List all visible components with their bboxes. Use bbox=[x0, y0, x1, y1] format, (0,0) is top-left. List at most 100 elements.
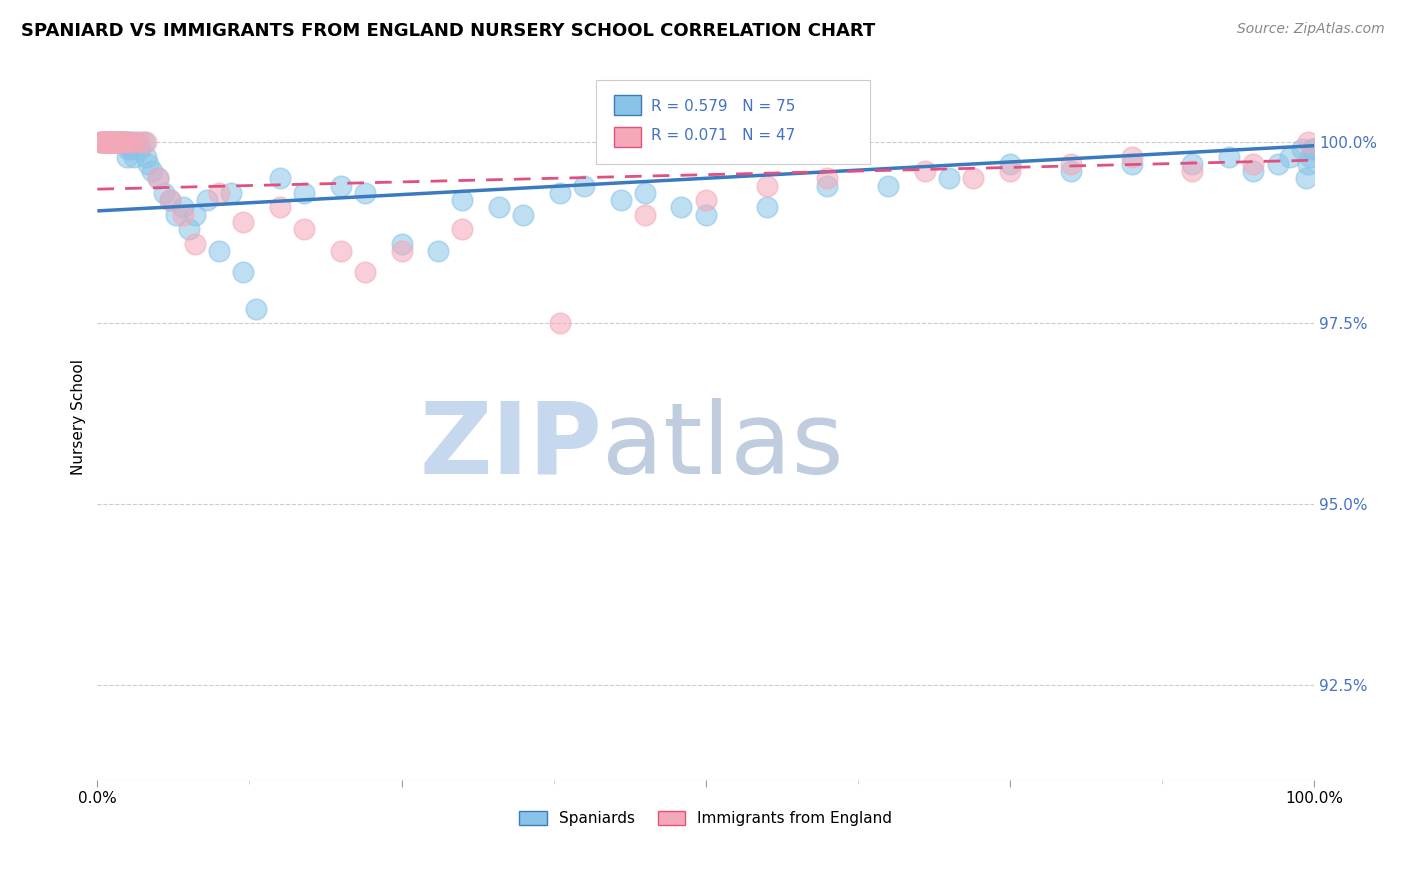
Point bbox=[938, 171, 960, 186]
Point bbox=[117, 135, 139, 149]
Point bbox=[101, 135, 124, 149]
Text: SPANIARD VS IMMIGRANTS FROM ENGLAND NURSERY SCHOOL CORRELATION CHART: SPANIARD VS IMMIGRANTS FROM ENGLAND NURS… bbox=[21, 22, 876, 40]
Point bbox=[91, 135, 114, 149]
Point bbox=[89, 135, 111, 149]
Point bbox=[609, 193, 631, 207]
Point bbox=[1295, 171, 1317, 186]
Point bbox=[94, 135, 117, 149]
Point bbox=[111, 135, 134, 149]
Legend: Spaniards, Immigrants from England: Spaniards, Immigrants from England bbox=[519, 811, 893, 826]
Point bbox=[1241, 164, 1264, 178]
Point bbox=[107, 135, 129, 149]
Point bbox=[103, 135, 125, 149]
Point bbox=[104, 135, 127, 149]
Point bbox=[183, 207, 205, 221]
Point bbox=[488, 200, 510, 214]
Point bbox=[159, 193, 181, 207]
Point bbox=[129, 135, 152, 149]
Point bbox=[548, 316, 571, 330]
Point bbox=[118, 135, 141, 149]
Point bbox=[671, 200, 693, 214]
Point bbox=[148, 171, 170, 186]
Point bbox=[1302, 142, 1324, 156]
Point bbox=[172, 207, 194, 221]
Point bbox=[695, 207, 717, 221]
Point bbox=[90, 135, 112, 149]
Point bbox=[1291, 142, 1313, 156]
Point bbox=[391, 244, 413, 258]
Point bbox=[1241, 157, 1264, 171]
Point bbox=[232, 265, 254, 279]
Point bbox=[1218, 150, 1240, 164]
Point bbox=[172, 200, 194, 214]
Point bbox=[115, 150, 138, 164]
Point bbox=[391, 236, 413, 251]
Point bbox=[97, 135, 120, 149]
Point bbox=[103, 135, 125, 149]
Point bbox=[112, 135, 135, 149]
Point bbox=[877, 178, 900, 193]
Point bbox=[634, 186, 657, 200]
FancyBboxPatch shape bbox=[596, 80, 870, 164]
Point bbox=[183, 236, 205, 251]
Point bbox=[1296, 157, 1319, 171]
Point bbox=[1299, 150, 1322, 164]
Point bbox=[132, 135, 155, 149]
Point bbox=[1278, 150, 1301, 164]
Point bbox=[112, 135, 135, 149]
Point bbox=[755, 178, 778, 193]
Point bbox=[120, 135, 142, 149]
Point bbox=[97, 135, 120, 149]
Point bbox=[148, 171, 170, 186]
Point bbox=[1121, 157, 1143, 171]
Point bbox=[354, 186, 377, 200]
Point bbox=[141, 164, 163, 178]
Point bbox=[100, 135, 122, 149]
Point bbox=[101, 135, 124, 149]
Point bbox=[129, 142, 152, 156]
Point bbox=[329, 178, 352, 193]
Point bbox=[1060, 164, 1083, 178]
Point bbox=[100, 135, 122, 149]
Point bbox=[135, 135, 157, 149]
Point bbox=[104, 135, 127, 149]
Point bbox=[1121, 150, 1143, 164]
Point bbox=[451, 193, 474, 207]
FancyBboxPatch shape bbox=[614, 127, 641, 147]
Point bbox=[105, 135, 128, 149]
Point bbox=[159, 193, 181, 207]
Point bbox=[94, 135, 117, 149]
Point bbox=[138, 157, 160, 171]
Point bbox=[135, 150, 157, 164]
Point bbox=[208, 244, 231, 258]
Point bbox=[122, 150, 145, 164]
Point bbox=[177, 222, 200, 236]
Point bbox=[1181, 157, 1204, 171]
Point bbox=[125, 135, 148, 149]
Text: R = 0.071   N = 47: R = 0.071 N = 47 bbox=[651, 128, 796, 144]
Point bbox=[1301, 142, 1323, 156]
Text: R = 0.579   N = 75: R = 0.579 N = 75 bbox=[651, 99, 796, 114]
Point bbox=[122, 135, 145, 149]
Point bbox=[93, 135, 115, 149]
Point bbox=[329, 244, 352, 258]
Point bbox=[269, 200, 291, 214]
Point bbox=[451, 222, 474, 236]
Point bbox=[292, 222, 315, 236]
Point bbox=[1060, 157, 1083, 171]
Point bbox=[165, 207, 187, 221]
Text: Source: ZipAtlas.com: Source: ZipAtlas.com bbox=[1237, 22, 1385, 37]
Point bbox=[634, 207, 657, 221]
Point bbox=[354, 265, 377, 279]
Point bbox=[107, 135, 129, 149]
Text: ZIP: ZIP bbox=[419, 398, 602, 495]
Point bbox=[998, 164, 1021, 178]
Point bbox=[101, 135, 124, 149]
FancyBboxPatch shape bbox=[614, 95, 641, 115]
Point bbox=[98, 135, 121, 149]
Y-axis label: Nursery School: Nursery School bbox=[72, 359, 86, 475]
Point bbox=[1267, 157, 1289, 171]
Point bbox=[695, 193, 717, 207]
Point bbox=[245, 301, 267, 316]
Point bbox=[998, 157, 1021, 171]
